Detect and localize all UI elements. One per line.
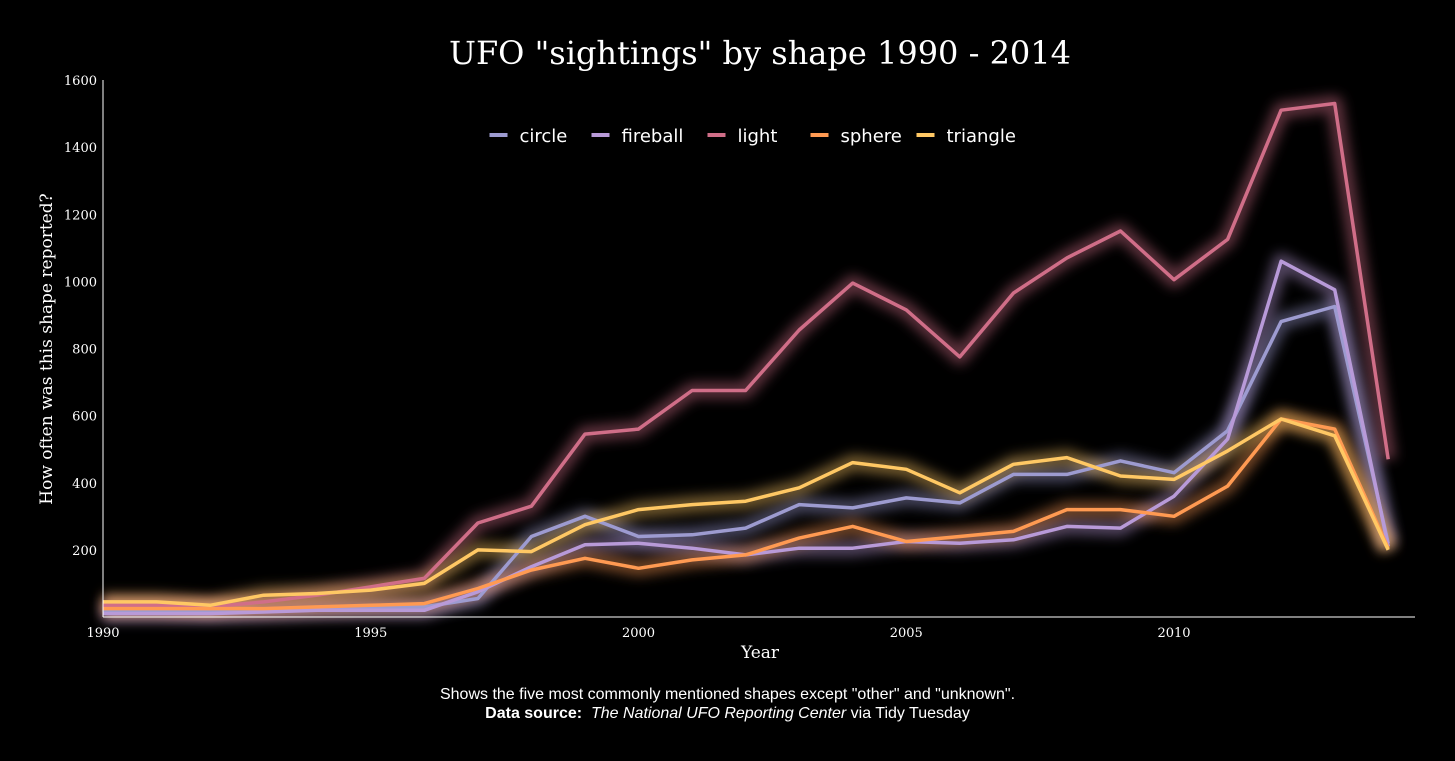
chart-title: UFO "sightings" by shape 1990 - 2014 bbox=[449, 34, 1071, 72]
legend-item-circle: circle bbox=[489, 126, 568, 147]
y-tick-label: 1400 bbox=[64, 141, 97, 156]
x-tick-label: 1990 bbox=[86, 626, 119, 641]
y-tick-label: 200 bbox=[72, 544, 97, 559]
y-tick-label: 1600 bbox=[64, 74, 97, 89]
series-line-sphere bbox=[103, 417, 1390, 611]
legend-label-light: light bbox=[738, 126, 778, 147]
y-tick-label: 400 bbox=[72, 477, 97, 492]
legend-label-triangle: triangle bbox=[947, 126, 1016, 147]
series-line-layer bbox=[103, 101, 1390, 616]
legend-item-triangle: triangle bbox=[916, 126, 1016, 147]
chart-caption: Shows the five most commonly mentioned s… bbox=[0, 685, 1455, 723]
legend-item-fireball: fireball bbox=[591, 126, 684, 147]
source-name: The National UFO Reporting Center bbox=[590, 705, 847, 722]
y-tick-label: 600 bbox=[72, 410, 97, 425]
x-tick-label: 2005 bbox=[890, 626, 923, 641]
x-tick-label: 2010 bbox=[1157, 626, 1190, 641]
x-tick-label: 2000 bbox=[622, 626, 655, 641]
axes: 200 400 600 800 1000 1200 1400 1600 1990 1995 2000… bbox=[64, 74, 1415, 641]
y-tick-label: 1200 bbox=[64, 208, 97, 223]
x-axis-label: Year bbox=[740, 643, 780, 663]
caption-description: Shows the five most commonly mentioned s… bbox=[439, 686, 1016, 703]
y-axis-label: How often was this shape reported? bbox=[37, 193, 57, 504]
legend-item-light: light bbox=[707, 126, 778, 147]
legend-label-sphere: sphere bbox=[841, 126, 902, 147]
legend-label-circle: circle bbox=[520, 126, 568, 147]
legend: circle fireball light sphere triangle bbox=[489, 126, 1016, 147]
series-line-triangle bbox=[103, 417, 1390, 608]
series-glow-layer bbox=[103, 95, 1397, 622]
source-suffix: via Tidy Tuesday bbox=[846, 705, 970, 722]
x-tick-label: 1995 bbox=[354, 626, 387, 641]
source-label: Data source: bbox=[485, 705, 583, 722]
y-tick-label: 800 bbox=[72, 343, 97, 358]
legend-item-sphere: sphere bbox=[810, 126, 902, 147]
caption-source: Data source: The National UFO Reporting … bbox=[0, 704, 1455, 723]
legend-label-fireball: fireball bbox=[622, 126, 684, 147]
y-tick-label: 1000 bbox=[64, 275, 97, 290]
